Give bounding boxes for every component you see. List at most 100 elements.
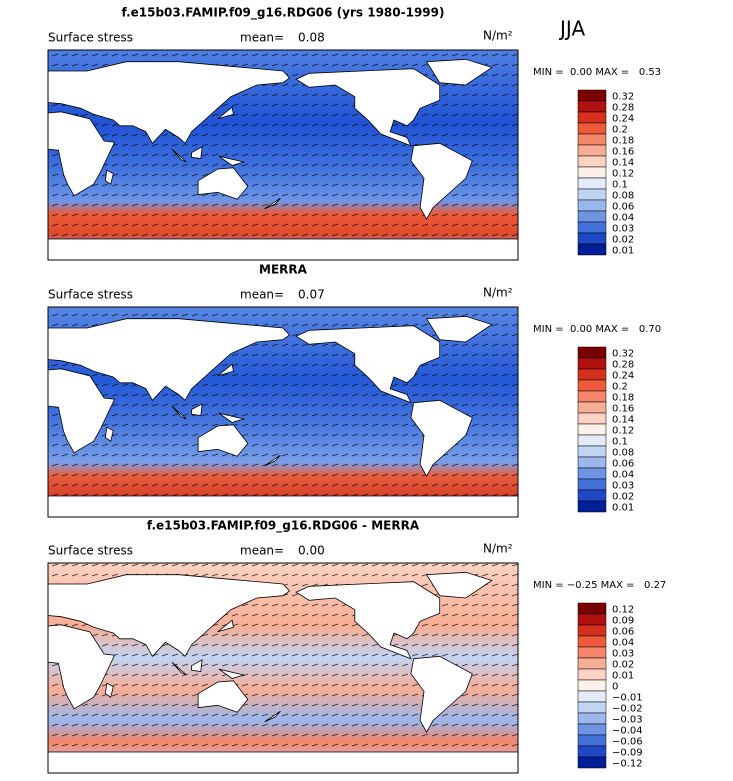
- land: [217, 619, 234, 633]
- land: [104, 682, 114, 698]
- colorbar-label: 0.1: [612, 437, 628, 448]
- land: [295, 581, 441, 660]
- range: MIN = −0.25 MAX = 0.27: [533, 580, 666, 591]
- land: [264, 197, 281, 210]
- land: [47, 61, 291, 144]
- colorbar-label: 0.04: [612, 213, 634, 224]
- land: [47, 574, 291, 657]
- colorbar-label: 0.32: [612, 349, 634, 360]
- colorbar-box: [577, 624, 607, 637]
- field-label: Surface stress: [48, 31, 133, 45]
- range: MIN = 0.00 MAX = 0.53: [533, 67, 661, 78]
- land: [47, 238, 519, 261]
- panel-title: f.e15b03.FAMIP.f09_g16.RDG06 (yrs 1980-1…: [122, 6, 445, 21]
- land: [47, 318, 291, 401]
- colorbar-box: [577, 723, 607, 736]
- mean-value: 0.00: [298, 544, 325, 558]
- range: MIN = 0.00 MAX = 0.70: [533, 324, 661, 335]
- colorbar-box: [577, 456, 607, 469]
- land: [217, 363, 234, 377]
- colorbar-box: [577, 346, 607, 359]
- colorbar-label: 0.03: [612, 649, 634, 660]
- colorbar-label: 0.14: [612, 415, 634, 426]
- mean-label: mean=: [240, 31, 284, 45]
- colorbar-label: 0.03: [612, 481, 634, 492]
- colorbar-box: [577, 221, 607, 234]
- land: [218, 412, 246, 423]
- colorbar-box: [577, 423, 607, 436]
- land: [218, 155, 246, 166]
- colorbar-label: 0.12: [612, 605, 634, 616]
- colorbar-box: [577, 210, 607, 223]
- land: [171, 405, 187, 420]
- colorbar-box: [577, 100, 607, 113]
- map-frame: [47, 49, 519, 261]
- panel: f.e15b03.FAMIP.f09_g16.RDG06 - MERRA Surf…: [47, 519, 666, 774]
- land: [264, 710, 281, 723]
- land: [191, 146, 203, 159]
- colorbar-label: 0.06: [612, 459, 634, 470]
- land: [410, 142, 473, 221]
- colorbar-box: [577, 467, 607, 480]
- land: [410, 399, 473, 478]
- colorbar-box: [577, 734, 607, 747]
- colorbar-label: 0.06: [612, 627, 634, 638]
- land: [171, 661, 187, 676]
- land: [295, 325, 441, 404]
- colorbar-label: 0.24: [612, 371, 634, 382]
- colorbar-box: [577, 390, 607, 403]
- colorbar-box: [577, 401, 607, 414]
- land: [425, 58, 493, 86]
- land: [264, 454, 281, 467]
- colorbar-label: 0.2: [612, 382, 628, 393]
- colorbar-label: −0.04: [612, 726, 643, 737]
- colorbar-label: 0.12: [612, 426, 634, 437]
- colorbar-box: [577, 478, 607, 491]
- land: [191, 403, 203, 416]
- colorbar-label: 0.01: [612, 503, 634, 514]
- units: N/m²: [483, 542, 513, 556]
- land: [410, 655, 473, 734]
- colorbar-label: −0.02: [612, 704, 643, 715]
- colorbar-label: 0.08: [612, 448, 634, 459]
- colorbar-label: 0.12: [612, 169, 634, 180]
- colorbar-label: 0.01: [612, 246, 634, 257]
- units: N/m²: [483, 286, 513, 300]
- land: [47, 624, 116, 710]
- colorbar-box: [577, 199, 607, 212]
- colorbar-label: 0.01: [612, 671, 634, 682]
- colorbar-box: [577, 701, 607, 714]
- land: [47, 368, 116, 454]
- colorbar-label: 0.02: [612, 660, 634, 671]
- colorbar-label: −0.06: [612, 737, 643, 748]
- colorbar-label: 0.02: [612, 492, 634, 503]
- land: [197, 424, 249, 457]
- mean-label: mean=: [240, 544, 284, 558]
- colorbar-box: [577, 144, 607, 157]
- map: [47, 49, 519, 261]
- colorbar-label: 0.32: [612, 92, 634, 103]
- panel-title: MERRA: [259, 263, 308, 277]
- colorbar-label: 0.2: [612, 125, 628, 136]
- colorbar-label: 0.06: [612, 202, 634, 213]
- colorbar-label: −0.01: [612, 693, 643, 704]
- colorbar-box: [577, 646, 607, 659]
- colorbar-box: [577, 133, 607, 146]
- colorbar-label: 0.28: [612, 103, 634, 114]
- land: [425, 571, 493, 599]
- colorbar-box: [577, 368, 607, 381]
- colorbar-label: 0.02: [612, 235, 634, 246]
- colorbar-label: −0.03: [612, 715, 643, 726]
- colorbar-box: [577, 745, 607, 758]
- land: [197, 167, 249, 200]
- colorbar-label: 0.08: [612, 191, 634, 202]
- colorbar-box: [577, 412, 607, 425]
- colorbar-box: [577, 489, 607, 502]
- land: [425, 315, 493, 343]
- land: [295, 68, 441, 147]
- colorbar-box: [577, 155, 607, 168]
- land: [217, 106, 234, 120]
- colorbar-box: [577, 756, 607, 769]
- land: [47, 751, 519, 774]
